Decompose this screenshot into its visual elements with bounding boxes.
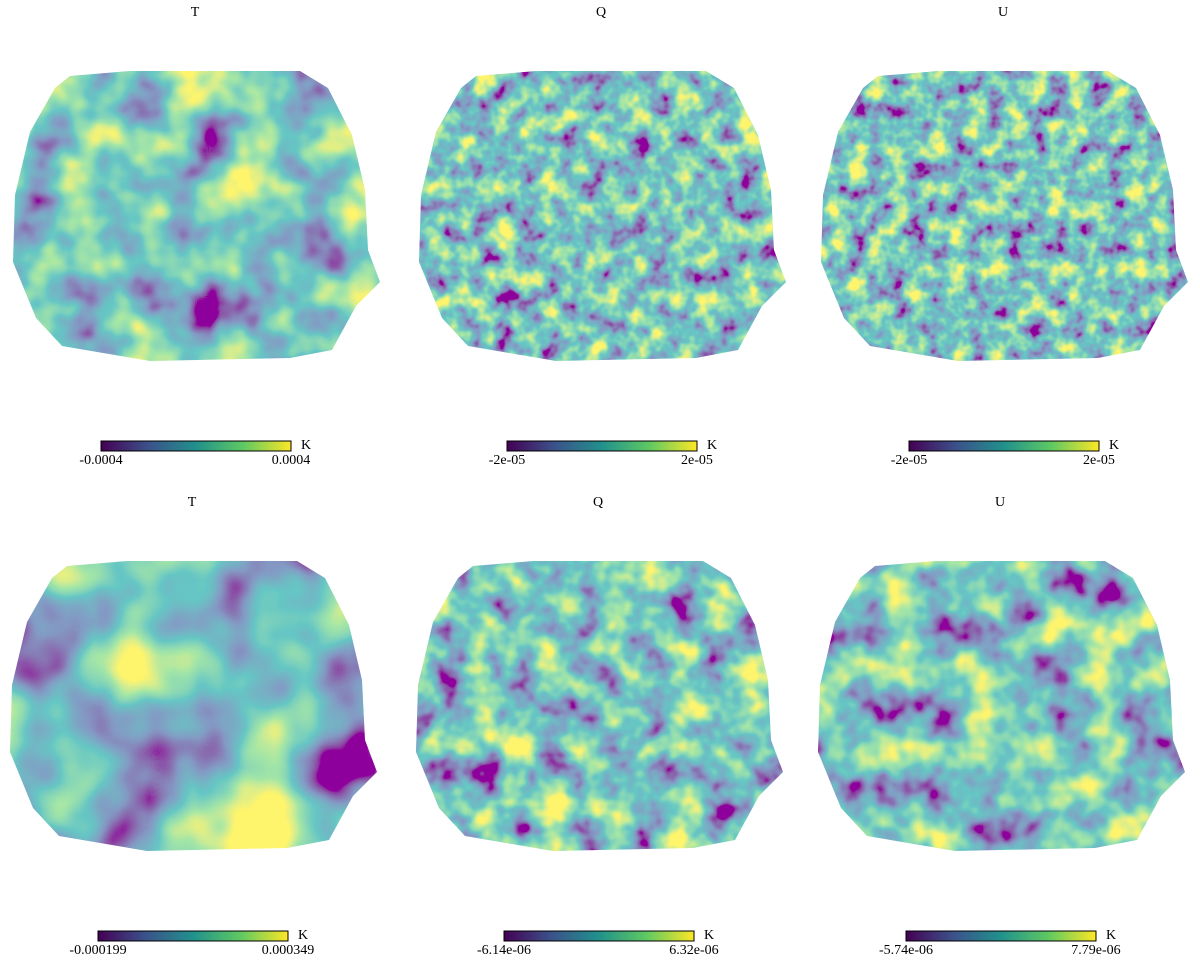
colorbar-unit: K — [1109, 438, 1119, 453]
colorbar — [97, 930, 289, 942]
panel: Q K -2e-05 2e-05 — [419, 5, 786, 468]
colorbar-unit: K — [301, 438, 311, 453]
colorbar — [905, 930, 1097, 942]
colorbar-tick-label: 7.79e-06 — [1071, 943, 1120, 958]
map-texture — [416, 561, 783, 851]
colorbar-tick-label: -6.14e-06 — [477, 943, 531, 958]
colorbar — [908, 440, 1100, 452]
colorbar-unit: K — [1106, 928, 1116, 943]
colorbar — [100, 440, 292, 452]
sky-map — [10, 561, 377, 851]
colorbar-tick-label: 2e-05 — [1083, 453, 1115, 468]
colorbar — [503, 930, 695, 942]
panel-title: T — [191, 5, 200, 20]
colorbar-tick-label: -0.0004 — [79, 453, 122, 468]
colorbar-tick-label: 2e-05 — [681, 453, 713, 468]
panel-title: Q — [593, 495, 603, 510]
sky-map — [419, 71, 786, 361]
panel: U K -2e-05 2e-05 — [821, 5, 1188, 468]
panel-title: U — [995, 495, 1005, 510]
map-texture — [821, 71, 1188, 361]
map-texture — [10, 561, 377, 851]
panel-title: T — [188, 495, 197, 510]
colorbar-tick-label: -2e-05 — [489, 453, 526, 468]
panel: U K -5.74e-06 7.79e-06 — [818, 495, 1185, 958]
colorbar — [506, 440, 698, 452]
map-texture — [419, 71, 786, 361]
sky-map — [13, 71, 380, 361]
map-texture — [13, 71, 380, 361]
colorbar-tick-label: 0.000349 — [262, 943, 315, 958]
panel: T K -0.0004 0.0004 — [13, 5, 380, 468]
colorbar-tick-label: 6.32e-06 — [669, 943, 718, 958]
colorbar-unit: K — [298, 928, 308, 943]
panel-title: U — [998, 5, 1008, 20]
colorbar-tick-label: 0.0004 — [272, 453, 311, 468]
panel-title: Q — [596, 5, 606, 20]
colorbar-tick-label: -5.74e-06 — [879, 943, 933, 958]
colorbar-tick-label: -0.000199 — [69, 943, 126, 958]
colorbar-tick-label: -2e-05 — [891, 453, 928, 468]
colorbar-unit: K — [704, 928, 714, 943]
sky-map — [416, 561, 783, 851]
sky-map — [818, 561, 1185, 851]
panel: T K -0.000199 0.000349 — [10, 495, 377, 958]
colorbar-unit: K — [707, 438, 717, 453]
sky-map — [821, 71, 1188, 361]
map-texture — [818, 561, 1185, 851]
panel: Q K -6.14e-06 6.32e-06 — [416, 495, 783, 958]
